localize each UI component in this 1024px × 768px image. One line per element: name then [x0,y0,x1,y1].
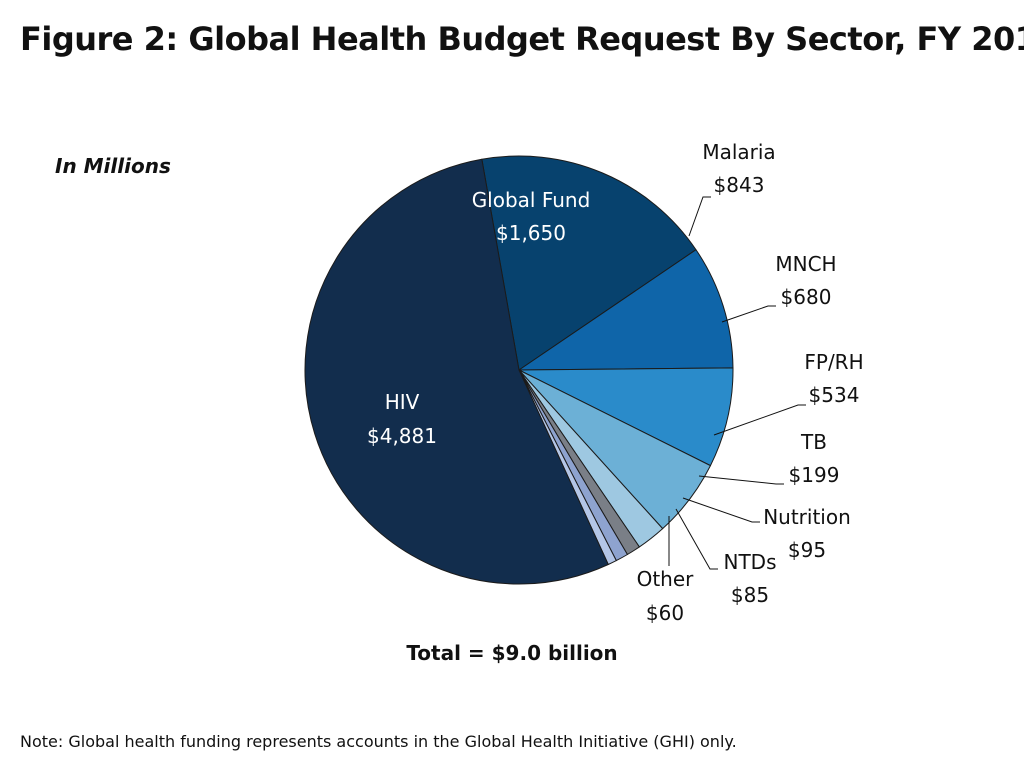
slice-value-malaria: $843 [714,173,765,197]
leader-line-malaria [688,196,711,237]
slice-value-other: $60 [646,601,684,625]
slice-label-global-fund: Global Fund [472,188,591,212]
slice-label-nutrition: Nutrition [763,505,851,529]
slice-label-ntds: NTDs [724,550,777,574]
pie-slice-global-fund [481,155,697,371]
leader-line-nutrition [682,497,760,523]
slice-label-hiv: HIV [385,390,420,414]
slice-label-malaria: Malaria [702,140,775,164]
slice-label-fp-rh: FP/RH [804,350,863,374]
leader-line-tb [698,475,784,485]
slice-value-tb: $199 [789,463,840,487]
slice-label-mnch: MNCH [775,252,836,276]
slice-value-fp-rh: $534 [809,383,860,407]
leader-line-mnch [721,305,776,323]
leader-line-ntds [675,508,718,570]
total-label: Total = $9.0 billion [406,641,618,665]
slice-value-mnch: $680 [781,285,832,309]
slice-label-tb: TB [800,430,827,454]
slice-value-global-fund: $1,650 [496,221,566,245]
footnote: Note: Global health funding represents a… [20,732,737,751]
chart-title: Figure 2: Global Health Budget Request B… [20,20,1024,58]
slice-value-hiv: $4,881 [367,424,437,448]
pie-slice-mnch [518,367,734,467]
leader-line-fp-rh [713,404,806,436]
units-label: In Millions [55,154,171,178]
slice-value-nutrition: $95 [788,538,826,562]
pie-slice-malaria [518,249,734,371]
pie-slice-hiv [304,158,609,585]
slice-label-other: Other [637,567,695,591]
slice-value-ntds: $85 [731,583,769,607]
